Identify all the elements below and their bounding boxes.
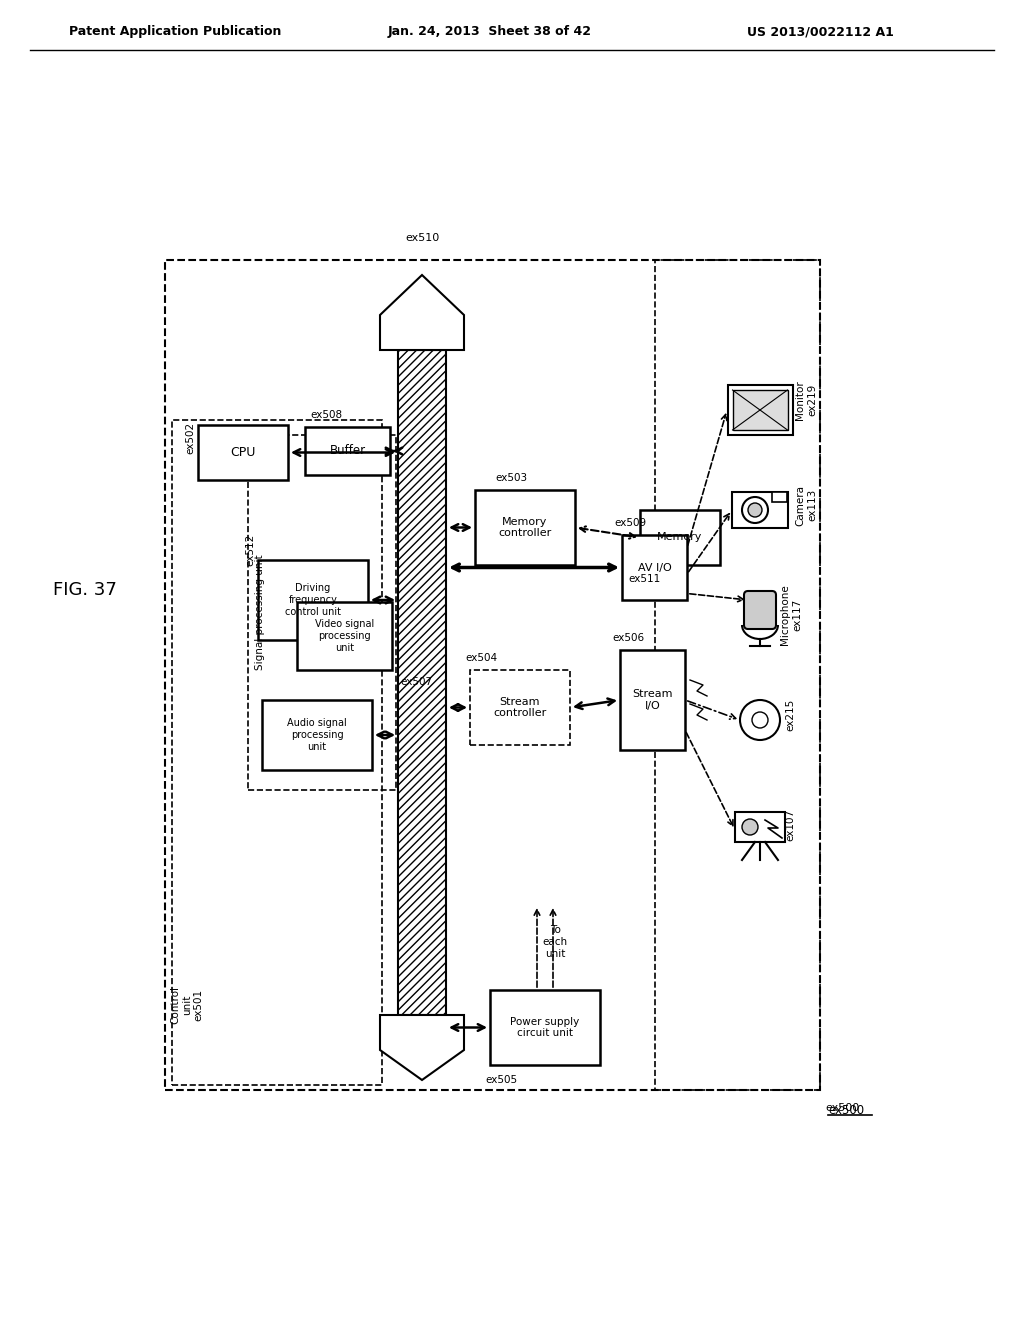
Text: Video signal
processing
unit: Video signal processing unit	[314, 619, 374, 652]
Bar	[735, 812, 785, 842]
Text: Memory
controller: Memory controller	[499, 516, 552, 539]
Text: ex502: ex502	[185, 421, 195, 454]
Bar	[772, 492, 787, 502]
Text: Monitor: Monitor	[795, 380, 805, 420]
Text: Control
unit
ex501: Control unit ex501	[170, 986, 204, 1024]
Text: AV I/O: AV I/O	[638, 562, 672, 573]
Polygon shape	[380, 275, 464, 350]
Bar	[622, 535, 687, 601]
Circle shape	[752, 711, 768, 729]
Bar	[198, 425, 288, 480]
Text: ex113: ex113	[807, 488, 817, 521]
Bar	[470, 671, 570, 744]
Text: ex510: ex510	[404, 234, 439, 243]
Bar	[490, 990, 600, 1065]
Bar	[165, 260, 820, 1090]
Bar	[398, 350, 446, 1015]
Circle shape	[742, 818, 758, 836]
Bar	[258, 560, 368, 640]
Text: Memory: Memory	[657, 532, 702, 543]
Text: Buffer: Buffer	[330, 445, 366, 458]
Bar	[262, 700, 372, 770]
Text: Microphone: Microphone	[780, 585, 790, 645]
Text: ex503: ex503	[495, 473, 527, 483]
Bar	[655, 260, 820, 1090]
Text: Signal processing unit: Signal processing unit	[255, 554, 265, 671]
Text: Stream
controller: Stream controller	[494, 697, 547, 718]
Bar	[732, 389, 787, 430]
Circle shape	[740, 700, 780, 741]
Text: Driving
frequency
control unit: Driving frequency control unit	[285, 583, 341, 616]
Text: Patent Application Publication: Patent Application Publication	[69, 25, 282, 38]
Text: ex507: ex507	[400, 677, 432, 686]
Text: ex107: ex107	[785, 809, 795, 841]
Text: ex117: ex117	[792, 599, 802, 631]
Text: ex215: ex215	[785, 698, 795, 731]
Text: FIG. 37: FIG. 37	[53, 581, 117, 599]
Polygon shape	[380, 1015, 464, 1080]
Text: ex509: ex509	[614, 517, 646, 528]
Text: Stream
I/O: Stream I/O	[632, 689, 673, 710]
Text: ex508: ex508	[310, 411, 342, 420]
Bar	[297, 602, 392, 671]
Text: ex504: ex504	[465, 653, 497, 663]
Text: Jan. 24, 2013  Sheet 38 of 42: Jan. 24, 2013 Sheet 38 of 42	[388, 25, 592, 38]
Text: ex500: ex500	[828, 1104, 864, 1117]
Bar	[475, 490, 575, 565]
Text: ex500: ex500	[825, 1104, 859, 1113]
Text: US 2013/0022112 A1: US 2013/0022112 A1	[746, 25, 893, 38]
Text: Camera: Camera	[795, 484, 805, 525]
Bar	[248, 436, 396, 789]
Text: ex512: ex512	[245, 533, 255, 566]
Bar	[732, 492, 788, 528]
Text: To
each
unit: To each unit	[543, 925, 567, 958]
Circle shape	[748, 503, 762, 517]
Bar	[305, 426, 390, 475]
Text: Audio signal
processing
unit: Audio signal processing unit	[287, 718, 347, 751]
Circle shape	[742, 498, 768, 523]
Bar	[640, 510, 720, 565]
Bar	[172, 420, 382, 1085]
FancyBboxPatch shape	[744, 591, 776, 630]
Text: ex511: ex511	[628, 574, 660, 583]
Bar	[620, 649, 685, 750]
Text: ex506: ex506	[612, 634, 644, 643]
Text: ex505: ex505	[485, 1074, 517, 1085]
Text: ex219: ex219	[807, 384, 817, 416]
Text: Power supply
circuit unit: Power supply circuit unit	[510, 1016, 580, 1039]
Text: CPU: CPU	[230, 446, 256, 459]
Bar	[727, 385, 793, 436]
